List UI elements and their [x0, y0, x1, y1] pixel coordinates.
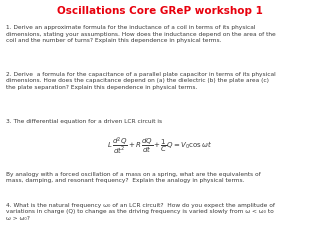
Text: By analogy with a forced oscillation of a mass on a spring, what are the equival: By analogy with a forced oscillation of … — [6, 172, 261, 183]
Text: $L\,\dfrac{d^{2}Q}{dt^{2}} + R\,\dfrac{dQ}{dt} + \dfrac{1}{C}Q = V_0\cos\omega t: $L\,\dfrac{d^{2}Q}{dt^{2}} + R\,\dfrac{d… — [107, 136, 213, 156]
Text: 2. Derive  a formula for the capacitance of a parallel plate capacitor in terms : 2. Derive a formula for the capacitance … — [6, 72, 276, 90]
Text: 1. Derive an approximate formula for the inductance of a coil in terms of its ph: 1. Derive an approximate formula for the… — [6, 25, 276, 43]
Text: Oscillations Core GReP workshop 1: Oscillations Core GReP workshop 1 — [57, 6, 263, 16]
Text: 4. What is the natural frequency ω₀ of an LCR circuit?  How do you expect the am: 4. What is the natural frequency ω₀ of a… — [6, 203, 276, 221]
Text: 3. The differential equation for a driven LCR circuit is: 3. The differential equation for a drive… — [6, 119, 163, 124]
